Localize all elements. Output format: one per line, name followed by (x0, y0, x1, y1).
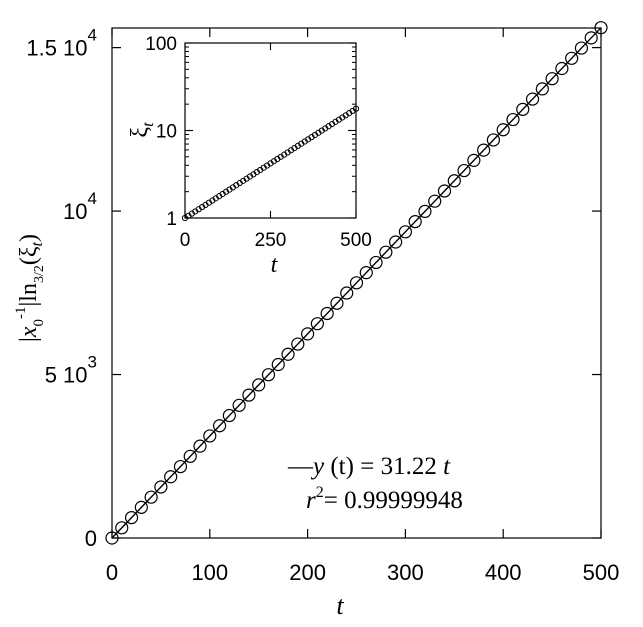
inset-chart: 0 250 500 1 10 100 t ξt (127, 34, 372, 278)
main-data-point (516, 102, 530, 116)
main-data-point (379, 245, 393, 259)
inset-data-points (181, 105, 360, 222)
main-plot-frame (111, 27, 602, 539)
main-data-point (398, 225, 412, 239)
main-y-axis-label: |x0-1|ln3/2(ξt) (13, 234, 47, 342)
main-y-tick-label: 5 103 (45, 353, 97, 388)
main-data-point (193, 439, 207, 453)
main-data-point (281, 347, 295, 361)
main-data-point (105, 531, 119, 545)
main-data-point (418, 204, 432, 219)
main-data-point (389, 235, 403, 249)
main-data-point (486, 133, 501, 147)
main-data-point (164, 470, 178, 484)
main-x-tick-label: 400 (485, 560, 522, 585)
inset-x-ticks: 0 250 500 (180, 43, 372, 251)
main-y-tick-label: 0 (85, 526, 97, 551)
main-data-point (408, 215, 422, 229)
main-data-point (115, 521, 129, 535)
inset-x-tick-label: 0 (180, 230, 191, 251)
main-y-ticks: 0 5 103 104 1.5 104 (26, 26, 601, 551)
main-data-points (105, 21, 608, 545)
inset-y-tick-label: 100 (145, 34, 177, 55)
main-x-tick-label: 300 (387, 560, 424, 585)
main-data-point (496, 123, 510, 137)
main-x-axis-label: t (336, 591, 344, 620)
main-data-point (291, 337, 305, 351)
main-data-point (330, 296, 344, 310)
fit-r-squared: r2= 0.99999948 (306, 484, 463, 514)
main-data-point (506, 112, 520, 127)
main-data-point (242, 388, 256, 402)
main-data-point (232, 398, 246, 412)
main-data-point (349, 276, 364, 290)
main-data-point (535, 82, 549, 96)
inset-x-axis-label: t (271, 252, 279, 278)
main-data-point (320, 306, 334, 321)
inset-data-point (352, 105, 360, 112)
main-data-point (203, 429, 217, 443)
main-x-tick-label: 200 (289, 560, 326, 585)
main-data-point (144, 490, 158, 504)
main-data-point (574, 41, 589, 55)
main-data-point (301, 327, 315, 341)
main-y-tick-label: 104 (63, 189, 97, 224)
main-x-tick-label: 100 (191, 560, 228, 585)
main-data-point (457, 163, 471, 178)
main-data-point (340, 286, 354, 300)
main-data-point (369, 255, 383, 270)
inset-y-tick-label: 10 (156, 122, 177, 143)
main-x-tick-label: 0 (106, 560, 118, 585)
inset-y-axis-label: ξt (127, 122, 157, 138)
main-data-point (555, 61, 569, 76)
main-data-point (584, 31, 598, 45)
main-data-point (252, 378, 266, 392)
inset-y-ticks: 1 10 100 (145, 34, 356, 230)
main-data-point (437, 184, 452, 198)
main-fit-line (111, 27, 602, 539)
main-data-point (310, 317, 324, 331)
main-data-point (525, 92, 540, 106)
main-data-point (545, 72, 559, 86)
main-y-tick-label: 1.5 104 (26, 26, 97, 61)
main-x-tick-label: 500 (583, 560, 620, 585)
main-data-point (477, 143, 491, 157)
main-data-point (124, 510, 139, 525)
main-x-ticks: 0 100 200 300 400 500 (106, 28, 619, 585)
main-data-point (467, 153, 481, 167)
main-data-point (271, 357, 285, 372)
main-data-point (222, 408, 236, 423)
main-data-point (212, 419, 227, 433)
main-data-point (173, 459, 188, 474)
inset-x-tick-label: 250 (255, 230, 287, 251)
main-data-point (134, 500, 148, 514)
fit-equation: —y (t) = 31.22 t (287, 453, 451, 480)
main-data-point (261, 368, 276, 382)
main-data-point (359, 266, 373, 280)
main-data-point (565, 51, 579, 65)
main-data-point (447, 174, 461, 188)
inset-y-tick-label: 1 (166, 209, 177, 230)
main-data-point (183, 449, 197, 463)
inset-x-tick-label: 500 (340, 230, 372, 251)
main-data-point (428, 194, 442, 208)
main-data-point (154, 480, 168, 494)
main-data-point (594, 21, 608, 35)
inset-background (184, 42, 357, 219)
